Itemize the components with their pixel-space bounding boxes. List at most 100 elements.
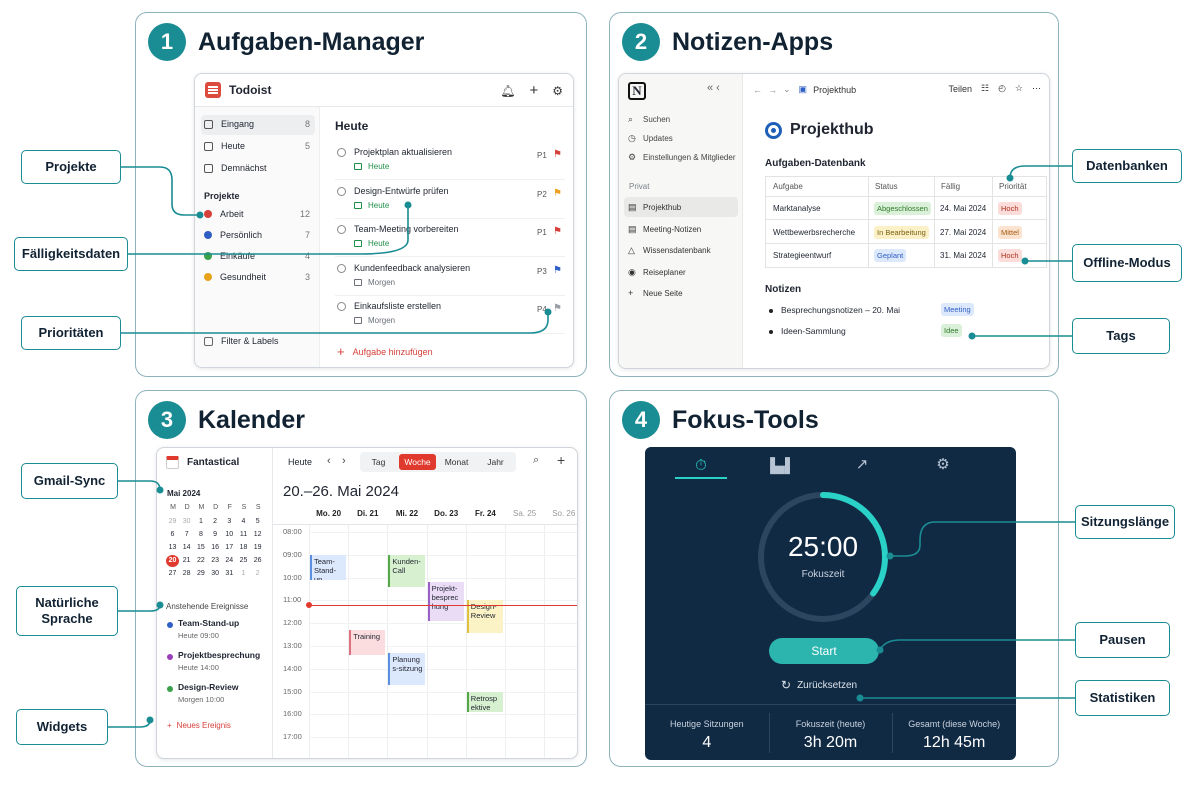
mini-day[interactable]: 28 [182,570,191,577]
mini-day[interactable]: 14 [182,544,191,551]
share-button[interactable]: Teilen [948,83,972,94]
comment-icon[interactable]: ☷ [980,83,990,93]
calendar-event[interactable]: Planungs-sitzung [388,652,425,686]
back-icon[interactable]: ← [753,84,762,95]
task-checkbox[interactable] [337,148,346,157]
mini-day[interactable]: 8 [198,531,203,538]
search-icon[interactable]: ⌕ [533,454,540,466]
view-tab-woche[interactable]: Woche [399,454,436,470]
upcoming-event-title[interactable]: Projektbesprechung [178,650,261,660]
clock-icon[interactable]: ◴ [998,83,1006,93]
star-icon[interactable]: ☆ [1014,83,1023,93]
timer-tab[interactable]: ⏱︎ [675,457,727,479]
mini-day[interactable]: 7 [184,531,189,538]
collapse-sidebar-icon[interactable]: « ‹ [707,82,720,94]
upcoming-event-title[interactable]: Team-Stand-up [178,618,240,628]
calendar-event[interactable]: Training [349,630,386,656]
sidebar-page-item[interactable]: ▤ Meeting-Notizen [628,224,701,235]
start-button[interactable]: Start [769,638,879,664]
mini-day[interactable]: 31 [225,570,234,577]
calendar-event[interactable]: Kunden-Call [388,554,425,587]
mini-day[interactable]: 18 [239,544,248,551]
mini-day[interactable]: 29 [168,518,177,525]
bar-chart-icon[interactable]: ▐▄▌ [765,457,795,473]
mini-day[interactable]: 9 [213,531,218,538]
add-icon[interactable]: + [529,82,539,99]
sidebar-item[interactable]: ⌕ Suchen [628,114,670,125]
db-row[interactable]: Wettbewerbsrecherche In Bearbeitung 27. Ma… [766,221,1046,244]
filter-labels-item[interactable]: Filter & Labels [221,336,279,346]
task-checkbox[interactable] [337,263,346,273]
sidebar-page-item[interactable]: + Neue Seite [628,288,683,298]
breadcrumb[interactable]: Projekthub [813,84,857,95]
mini-day[interactable]: 30 [182,518,191,525]
mini-day[interactable]: 5 [255,518,260,525]
sidebar-page-item[interactable]: △ Wissensdatenbank [628,245,711,256]
project-item[interactable]: Persönlich 7 [204,230,310,240]
mini-day[interactable]: 13 [168,544,177,551]
mini-day[interactable]: 10 [225,531,234,538]
mini-day[interactable]: 25 [239,557,248,564]
mini-day[interactable]: 24 [225,557,234,564]
mini-day[interactable]: 17 [225,544,234,551]
task-row[interactable]: Kundenfeedback analysieren Morgen P3 ⚑ [335,262,565,296]
task-checkbox[interactable] [337,302,346,311]
add-icon[interactable]: + [557,452,566,468]
task-row[interactable]: Team-Meeting vorbereiten Heute P1 ⚑ [335,223,565,257]
mini-day[interactable]: 2 [255,570,260,577]
calendar-event[interactable]: Team-Stand-up [310,554,347,581]
trend-icon[interactable]: ↗ [855,456,869,473]
note-item[interactable]: Ideen-Sammlung Idee [769,324,1029,341]
mini-day[interactable]: 11 [239,531,248,538]
project-item[interactable]: Einkäufe 4 [204,251,310,261]
task-row[interactable]: Projektplan aktualisieren Heute P1 ⚑ [335,146,565,180]
mini-day[interactable]: 26 [253,557,262,564]
sidebar-item[interactable]: ⚙ Einstellungen & Mitglieder [628,152,736,163]
view-tab-monat[interactable]: Monat [444,457,469,467]
task-checkbox[interactable] [337,186,346,196]
task-row[interactable]: Einkaufsliste erstellen Morgen P4 ⚑ [335,300,565,334]
sidebar-item[interactable]: ◷ Updates [628,133,673,144]
mini-day[interactable]: 30 [211,570,219,577]
view-tab-jahr[interactable]: Jahr [487,457,504,467]
project-item[interactable]: Gesundheit 3 [204,272,310,282]
project-item[interactable]: Arbeit 12 [204,209,310,219]
upcoming-event-title[interactable]: Design-Review [178,682,239,692]
new-event-button[interactable]: Neues Ereignis [176,721,231,730]
mini-day[interactable]: 27 [168,570,177,577]
add-task-button[interactable]: Aufgabe hinzufügen [352,346,433,357]
next-icon[interactable]: › [342,455,346,467]
mini-day[interactable]: 15 [196,544,205,551]
mini-day[interactable]: 22 [196,557,205,564]
more-icon[interactable]: ⋯ [1032,83,1041,93]
today-button[interactable]: Heute [288,457,313,467]
db-row[interactable]: Marktanalyse Abgeschlossen 24. Mai 2024 Hoc… [766,197,1046,220]
view-tab-tag[interactable]: Tag [371,457,386,467]
mini-day[interactable]: 1 [241,570,246,577]
mini-day[interactable]: 2 [213,518,218,525]
calendar-event[interactable]: Projekt-besprechung [427,582,464,622]
mini-day[interactable]: 16 [211,544,219,551]
forward-icon[interactable]: → [768,84,777,95]
note-item[interactable]: Besprechungsnotizen – 20. Mai Meeting [769,303,1029,320]
mini-day[interactable]: 1 [198,518,203,525]
mini-day[interactable]: 4 [241,518,246,525]
sidebar-item-1[interactable]: Heute 5 [204,141,310,151]
settings-icon[interactable]: ⚙ [936,456,950,473]
sidebar-page-item[interactable]: ◉ Reiseplaner [628,267,686,278]
reset-button[interactable]: ↻ Zurücksetzen [781,678,857,692]
sidebar-page-item[interactable]: ▤ Projekthub [628,202,681,213]
task-row[interactable]: Design-Entwürfe prüfen Heute P2 ⚑ [335,185,565,219]
mini-day[interactable]: 19 [253,544,262,551]
prev-icon[interactable]: ‹ [327,455,331,467]
calendar-event[interactable]: Retrospektive [466,691,503,713]
task-checkbox[interactable] [337,225,346,234]
mini-day-today[interactable]: 20 [166,555,179,567]
mini-day[interactable]: 12 [253,531,262,538]
sidebar-item-2[interactable]: Demnächst [204,163,310,173]
mini-day[interactable]: 21 [182,557,191,564]
chevron-down-icon[interactable]: ⌄ [783,84,791,94]
mini-day[interactable]: 29 [196,570,205,577]
mini-day[interactable]: 6 [170,531,175,538]
db-row[interactable]: Strategieentwurf Geplant 31. Mai 2024 Hoch [766,244,1046,267]
